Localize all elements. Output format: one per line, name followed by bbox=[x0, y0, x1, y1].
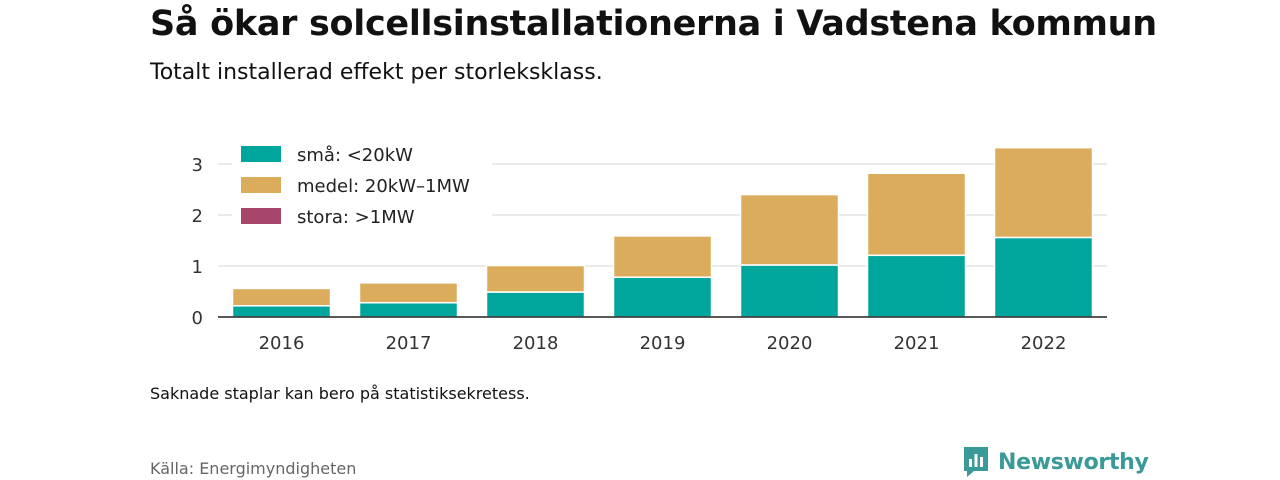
bar-segment bbox=[231, 287, 332, 307]
bar-segment bbox=[231, 305, 332, 318]
y-tick-label: 0 bbox=[192, 308, 203, 329]
x-tick-label: 2018 bbox=[513, 333, 559, 354]
bar-segment bbox=[358, 282, 459, 304]
bar-segment bbox=[485, 264, 586, 293]
x-tick-label: 2020 bbox=[767, 333, 813, 354]
x-tick-label: 2016 bbox=[259, 333, 305, 354]
bar-segment bbox=[612, 235, 713, 278]
bar-segment bbox=[485, 291, 586, 318]
x-tick-label: 2017 bbox=[386, 333, 432, 354]
x-tick-label: 2021 bbox=[894, 333, 940, 354]
legend-swatch bbox=[241, 146, 281, 162]
bar-segment bbox=[866, 254, 967, 318]
y-axis-ticks: 0 1 2 3 bbox=[192, 155, 203, 329]
chart-title: Så ökar solcellsinstallationerna i Vadst… bbox=[150, 4, 1157, 44]
y-tick-label: 3 bbox=[192, 155, 203, 176]
legend: små: <20kW medel: 20kW–1MW stora: >1MW bbox=[232, 137, 492, 230]
bar-segment bbox=[866, 172, 967, 257]
brand-logo: Newsworthy bbox=[962, 445, 1149, 479]
x-tick-label: 2022 bbox=[1021, 333, 1067, 354]
x-axis-ticks: 2016 2017 2018 2019 2020 2021 2022 bbox=[259, 333, 1067, 354]
bar-segment bbox=[739, 193, 840, 266]
legend-label: medel: 20kW–1MW bbox=[297, 176, 470, 197]
source-credit: Källa: Energimyndigheten bbox=[150, 459, 357, 478]
bar-segment bbox=[993, 146, 1094, 239]
bar-segment bbox=[739, 264, 840, 318]
bar-segment bbox=[612, 276, 713, 318]
bar-segment bbox=[358, 301, 459, 318]
brand-name: Newsworthy bbox=[998, 449, 1149, 475]
bar-chart: 0 1 2 3 2016 2017 2018 2019 2020 2021 2022 små: <… bbox=[191, 137, 1107, 354]
legend-swatch bbox=[241, 208, 281, 224]
y-tick-label: 1 bbox=[192, 257, 203, 278]
newsworthy-logo-icon bbox=[964, 447, 988, 477]
x-tick-label: 2019 bbox=[640, 333, 686, 354]
legend-swatch bbox=[241, 177, 281, 193]
y-tick-label: 2 bbox=[192, 206, 203, 227]
legend-label: små: <20kW bbox=[297, 145, 413, 166]
bar-segment bbox=[993, 236, 1094, 318]
legend-label: stora: >1MW bbox=[297, 207, 415, 228]
footnote: Saknade staplar kan bero på statistiksek… bbox=[150, 384, 530, 403]
bars bbox=[231, 146, 1094, 318]
chart-subtitle: Totalt installerad effekt per storlekskl… bbox=[150, 60, 603, 85]
